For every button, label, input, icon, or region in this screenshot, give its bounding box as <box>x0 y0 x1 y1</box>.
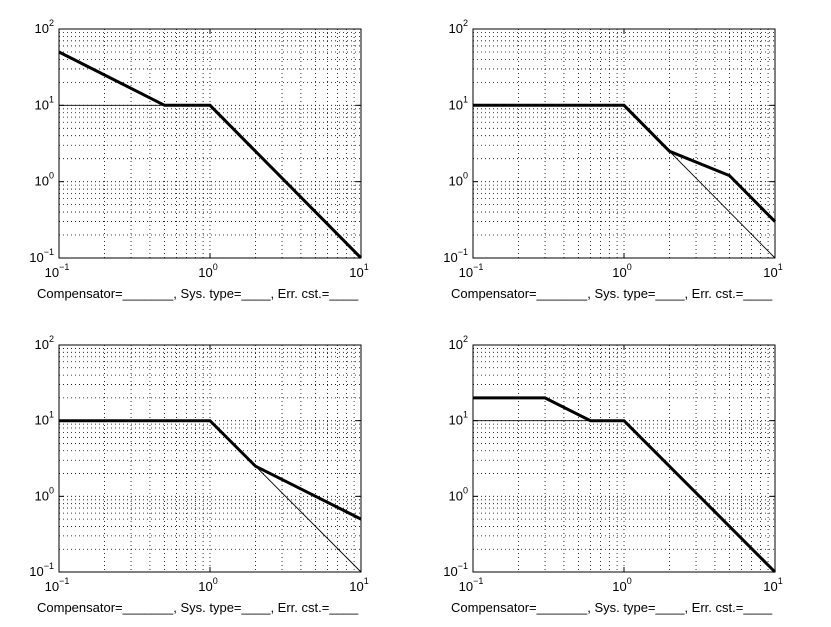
panel-caption: Compensator=_______, Sys. type=____, Err… <box>37 286 359 301</box>
plot-frame <box>472 28 776 259</box>
x-tick-label: 100 <box>198 576 217 594</box>
panel-caption: Compensator=_______, Sys. type=____, Err… <box>451 286 773 301</box>
y-tick-label: 101 <box>449 94 468 112</box>
y-tick-label: 102 <box>35 18 54 36</box>
y-tick-label: 102 <box>449 334 468 352</box>
x-tick-label: 10−1 <box>45 576 70 594</box>
y-tick-label: 100 <box>35 171 54 189</box>
y-tick-label: 10−1 <box>443 247 468 265</box>
y-tick-label: 102 <box>449 18 468 36</box>
x-tick-label: 100 <box>612 262 631 280</box>
grid <box>59 345 361 572</box>
grid <box>473 29 775 258</box>
asymptote-line-2 <box>255 465 362 573</box>
x-tick-label: 100 <box>612 576 631 594</box>
x-tick-label: 10−1 <box>459 262 484 280</box>
magnitude-curve-1 <box>59 419 362 521</box>
y-tick-label: 102 <box>35 334 54 352</box>
tick-marks <box>58 344 362 573</box>
y-tick-label: 10−1 <box>29 561 54 579</box>
y-tick-label: 10−1 <box>29 247 54 265</box>
y-tick-label: 101 <box>35 410 54 428</box>
grid <box>59 29 361 258</box>
y-tick-label: 101 <box>449 410 468 428</box>
x-tick-label: 101 <box>763 262 782 280</box>
x-tick-label: 10−1 <box>45 262 70 280</box>
asymptote-line-2 <box>669 150 776 259</box>
x-tick-label: 101 <box>763 576 782 594</box>
y-tick-label: 100 <box>35 485 54 503</box>
magnitude-curve-1 <box>58 50 363 260</box>
y-tick-label: 101 <box>35 94 54 112</box>
x-tick-label: 101 <box>349 262 368 280</box>
panel-3: 10−1 100 101 102 10−1 100 101 Compensator=_____… <box>29 334 368 615</box>
tick-marks <box>472 28 776 259</box>
x-tick-label: 100 <box>198 262 217 280</box>
grid <box>473 345 775 572</box>
y-tick-label: 100 <box>449 485 468 503</box>
tick-marks <box>58 28 362 259</box>
y-tick-label: 100 <box>449 171 468 189</box>
x-tick-label: 101 <box>349 576 368 594</box>
y-tick-label: 10−1 <box>443 561 468 579</box>
panel-1: 10−1 100 101 102 10−1 100 101 Compensator=_____… <box>29 18 368 301</box>
panel-caption: Compensator=_______, Sys. type=____, Err… <box>37 600 359 615</box>
panel-2: 10−1 100 101 102 10−1 100 101 Compensator=_____… <box>443 18 782 301</box>
panel-caption: Compensator=_______, Sys. type=____, Err… <box>451 600 773 615</box>
magnitude-curve-1 <box>473 103 777 223</box>
plot-frame <box>58 28 362 259</box>
x-tick-label: 10−1 <box>459 576 484 594</box>
panel-4: 10−1 100 101 102 10−1 100 101 Compensator=_____… <box>443 334 782 615</box>
